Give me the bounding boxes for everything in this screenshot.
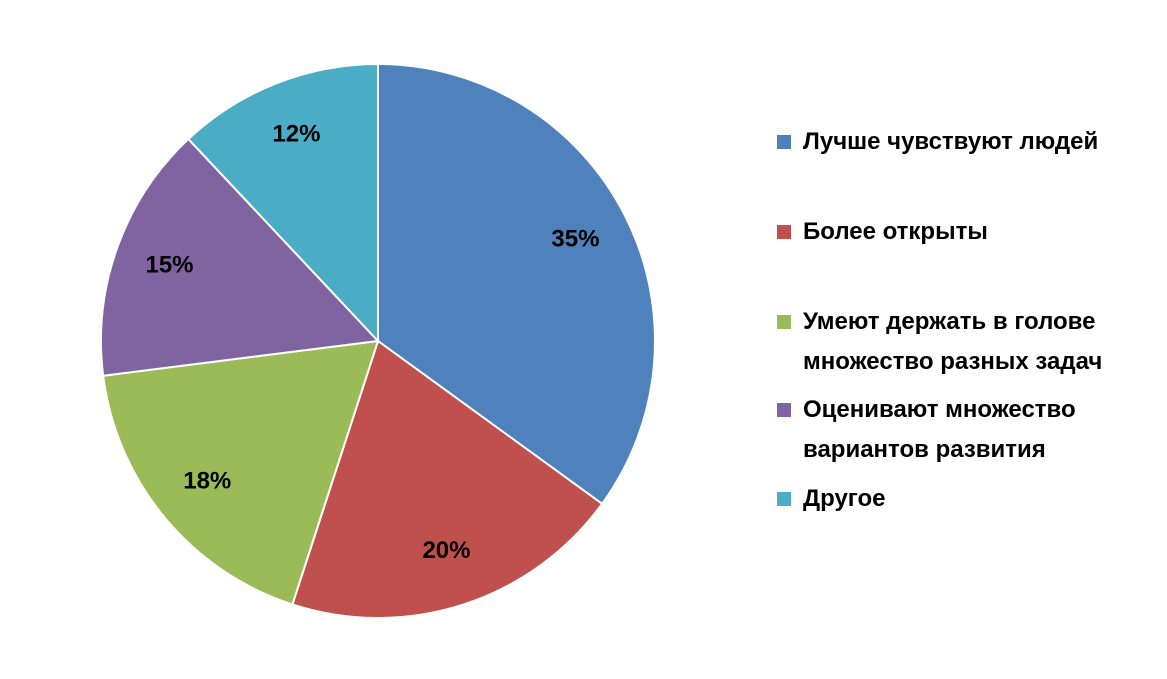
data-label: 35% [551, 226, 599, 253]
legend-label: Лучше чувствуют людей [803, 128, 1099, 155]
legend-swatch [777, 225, 791, 239]
legend-item: Более открыты [775, 212, 1165, 252]
data-label: 20% [422, 537, 470, 564]
legend-label: Более открыты [803, 218, 988, 245]
chart: 35% 20% 18% 15% 12% [100, 62, 656, 619]
pie-slice [100, 137, 381, 377]
data-label: 18% [183, 468, 231, 495]
legend-swatch [777, 403, 791, 417]
data-label: 12% [272, 120, 320, 147]
legend: Лучше чувствуют людей Более открыты Умеют … [775, 122, 1165, 519]
legend-label: Другое [803, 485, 886, 512]
legend-label: Умеют держать в голове множество разных … [803, 308, 1103, 375]
legend-item: Умеют держать в голове множество разных … [775, 302, 1165, 382]
pie-slice [186, 62, 379, 344]
legend-item: Другое [775, 479, 1165, 519]
legend-item: Оценивают множество вариантов развития [775, 390, 1165, 470]
data-label: 15% [145, 251, 193, 278]
pie-slice [102, 339, 380, 606]
legend-swatch [777, 315, 791, 329]
legend-swatch [777, 135, 791, 149]
pie-slice [377, 62, 656, 506]
legend-item: Лучше чувствуют людей [775, 122, 1165, 162]
legend-label: Оценивают множество вариантов развития [803, 396, 1076, 463]
legend-swatch [777, 492, 791, 506]
pie-slice [291, 339, 604, 619]
